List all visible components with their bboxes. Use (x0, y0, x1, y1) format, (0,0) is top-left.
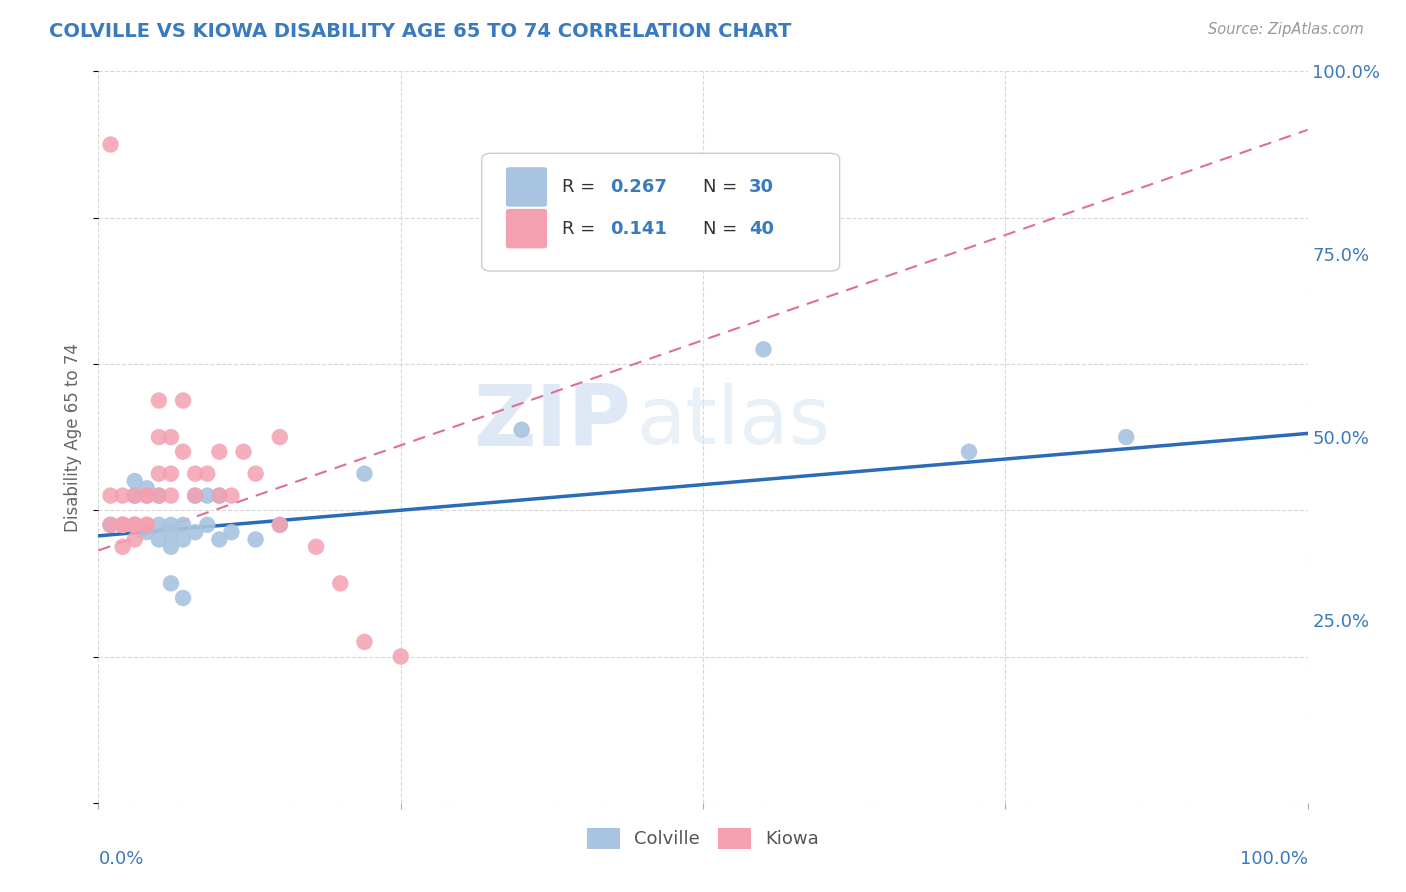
Point (752, 343, 775, 357)
Point (124, 517, 146, 532)
Point (195, 467, 218, 481)
Text: 100.0%: 100.0% (1240, 850, 1308, 868)
Point (111, 540, 134, 554)
Point (124, 517, 146, 532)
Text: N =: N = (703, 178, 742, 196)
Point (100, 489, 122, 503)
Point (124, 489, 146, 503)
Text: R =: R = (561, 219, 600, 237)
Point (195, 517, 218, 532)
Point (208, 533, 231, 547)
Point (148, 430, 170, 444)
Point (160, 540, 183, 554)
Point (172, 533, 194, 547)
Point (510, 423, 533, 437)
Point (172, 393, 194, 408)
FancyBboxPatch shape (506, 209, 547, 248)
Text: atlas: atlas (637, 384, 831, 461)
Point (172, 517, 194, 532)
Point (135, 525, 157, 540)
Point (329, 576, 352, 591)
Point (184, 525, 207, 540)
Point (221, 489, 243, 503)
Point (245, 533, 267, 547)
Point (160, 576, 183, 591)
Point (148, 467, 170, 481)
Point (160, 517, 183, 532)
Point (1115, 430, 1137, 444)
FancyBboxPatch shape (482, 153, 839, 271)
Point (269, 517, 291, 532)
Text: Source: ZipAtlas.com: Source: ZipAtlas.com (1208, 22, 1364, 37)
Point (160, 525, 183, 540)
Point (160, 467, 183, 481)
Y-axis label: Disability Age 65 to 74: Disability Age 65 to 74 (65, 343, 83, 532)
Point (269, 430, 291, 444)
Point (172, 591, 194, 605)
Point (208, 444, 231, 458)
Text: R =: R = (561, 178, 600, 196)
Point (353, 635, 375, 649)
Point (208, 489, 231, 503)
Point (124, 533, 146, 547)
Point (148, 489, 170, 503)
Point (232, 444, 254, 458)
FancyBboxPatch shape (506, 167, 547, 207)
Point (148, 489, 170, 503)
Point (305, 540, 328, 554)
Point (269, 517, 291, 532)
Point (100, 517, 122, 532)
Text: COLVILLE VS KIOWA DISABILITY AGE 65 TO 74 CORRELATION CHART: COLVILLE VS KIOWA DISABILITY AGE 65 TO 7… (49, 22, 792, 41)
Point (135, 489, 157, 503)
Text: 30: 30 (749, 178, 773, 196)
Text: 40: 40 (749, 219, 773, 237)
Point (135, 481, 157, 495)
Text: ZIP: ZIP (472, 381, 630, 464)
Point (245, 467, 267, 481)
Point (100, 137, 122, 152)
Point (184, 489, 207, 503)
Point (135, 517, 157, 532)
Point (100, 517, 122, 532)
Text: 0.267: 0.267 (610, 178, 666, 196)
Point (353, 467, 375, 481)
Point (208, 489, 231, 503)
Point (111, 517, 134, 532)
Point (184, 489, 207, 503)
Point (111, 517, 134, 532)
Text: N =: N = (703, 219, 742, 237)
Point (111, 517, 134, 532)
Point (111, 517, 134, 532)
Point (111, 489, 134, 503)
Point (389, 649, 412, 664)
Point (195, 489, 218, 503)
Point (172, 444, 194, 458)
Text: 0.141: 0.141 (610, 219, 666, 237)
Point (124, 489, 146, 503)
Point (184, 467, 207, 481)
Point (160, 430, 183, 444)
Point (148, 533, 170, 547)
Point (221, 525, 243, 540)
Point (957, 444, 980, 458)
Text: 0.0%: 0.0% (98, 850, 143, 868)
Point (148, 517, 170, 532)
Point (135, 489, 157, 503)
Point (124, 474, 146, 488)
Point (148, 393, 170, 408)
Point (160, 489, 183, 503)
Legend: Colville, Kiowa: Colville, Kiowa (581, 821, 825, 856)
Point (135, 517, 157, 532)
Point (124, 517, 146, 532)
